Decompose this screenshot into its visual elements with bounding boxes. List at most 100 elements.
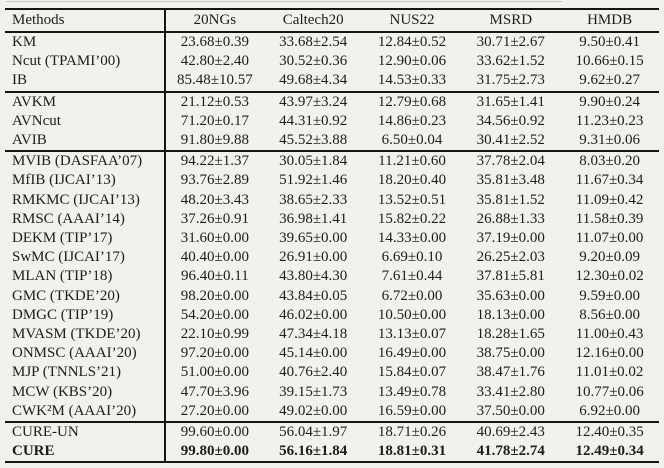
result-value: 49.02±0.00: [279, 402, 348, 419]
table-row: AVKM 21.12±0.53 43.97±3.24 12.79±0.68 31.65±…: [5, 90, 659, 112]
result-value: 12.90±0.06: [377, 53, 447, 70]
result-value: 40.69±2.43: [461, 421, 561, 443]
result-value: 45.52±3.88: [279, 132, 348, 149]
result-value: 30.52±0.36: [279, 53, 348, 70]
result-value: 47.34±4.18: [279, 326, 348, 343]
result-value: 98.20±0.00: [180, 287, 250, 304]
result-value: 22.10±0.99: [180, 326, 250, 343]
table-row: MCW (KBS’20) 47.70±3.96 39.15±1.73 13.49±0.…: [5, 382, 659, 402]
result-value: 30.05±1.84: [263, 150, 363, 172]
result-value: 99.80±0.00: [180, 443, 250, 460]
table-row: AVIB 91.80±9.88 45.52±3.88 6.50±0.04 30.41±2…: [5, 131, 659, 152]
result-value: 99.60±0.00: [165, 421, 264, 443]
result-value: 8.56±0.00: [579, 306, 640, 323]
result-value: 93.76±2.89: [180, 172, 250, 189]
method-name: AVIB: [5, 131, 166, 152]
method-name: MVIB (DASFAA’07): [5, 150, 166, 172]
result-value: 94.22±1.37: [165, 150, 264, 172]
result-value: 10.50±0.00: [377, 306, 447, 323]
result-value: 39.65±0.00: [279, 230, 348, 247]
method-name: KM: [5, 32, 166, 53]
result-value: 38.47±1.76: [476, 364, 545, 381]
method-name: SwMC (IJCAI’17): [5, 248, 166, 268]
table-row: AVNcut 71.20±0.17 44.31±0.92 14.86±0.23 34.5…: [5, 111, 659, 132]
result-value: 9.31±0.06: [579, 132, 640, 149]
result-value: 9.20±0.09: [579, 249, 640, 266]
result-value: 13.49±0.78: [377, 383, 447, 400]
result-value: 11.67±0.34: [575, 172, 644, 189]
result-value: 12.16±0.00: [575, 345, 644, 362]
table-row: DMGC (TIP’19) 54.20±0.00 46.02±0.00 10.50±0…: [5, 305, 659, 326]
header-row: Methods 20NGs Caltech20 NUS22 MSRD HMDB: [5, 9, 659, 33]
result-value: 14.53±0.33: [377, 72, 447, 89]
result-value: 91.80±9.88: [180, 132, 250, 149]
method-name: AVKM: [5, 90, 166, 112]
result-value: 16.49±0.00: [377, 345, 447, 362]
result-value: 47.70±3.96: [180, 383, 250, 400]
result-value: 46.02±0.00: [279, 306, 348, 323]
result-value: 18.71±0.26: [362, 421, 462, 443]
result-value: 54.20±0.00: [180, 306, 250, 323]
method-name: GMC (TKDE’20): [5, 286, 166, 306]
result-value: 38.75±0.00: [476, 345, 545, 362]
table-row: MVIB (DASFAA’07) 94.22±1.37 30.05±1.84 11.2…: [5, 150, 659, 172]
result-value: 38.65±2.33: [279, 191, 348, 208]
result-value: 9.59±0.00: [579, 287, 640, 304]
method-name: IB: [5, 71, 166, 92]
table-row: RMKMC (IJCAI’13) 48.20±3.43 38.65±2.33 13.5…: [5, 190, 659, 210]
result-value: 12.49±0.34: [575, 443, 644, 460]
col-header-caltech20: Caltech20: [263, 9, 363, 33]
result-value: 96.40±0.11: [181, 268, 249, 285]
table-row: IB 85.48±10.57 49.68±4.34 14.53±0.33 31.75±2…: [5, 71, 659, 92]
method-name: DMGC (TIP’19): [5, 305, 166, 326]
table-row: GMC (TKDE’20) 98.20±0.00 43.84±0.05 6.72±0.…: [5, 286, 659, 306]
result-value: 27.20±0.00: [180, 402, 250, 419]
result-value: 26.25±2.03: [476, 249, 545, 266]
result-value: 12.84±0.52: [377, 34, 447, 50]
result-value: 12.30±0.02: [575, 268, 644, 285]
method-name: CWK²M (AAAI’20): [5, 401, 166, 423]
method-name: CURE-UN: [5, 421, 166, 443]
result-value: 71.20±0.17: [180, 112, 250, 129]
table-row: CURE 99.80±0.00 56.16±1.84 18.81±0.31 41.78±…: [5, 442, 659, 463]
result-value: 15.82±0.22: [377, 210, 447, 227]
result-value: 35.81±1.52: [476, 191, 545, 208]
result-value: 11.01±0.02: [575, 364, 644, 381]
result-value: 42.80±2.40: [180, 53, 250, 70]
result-value: 41.78±2.74: [476, 443, 545, 460]
result-value: 48.20±3.43: [180, 191, 250, 208]
result-value: 7.61±0.44: [381, 268, 443, 285]
result-value: 37.81±5.81: [476, 268, 545, 285]
result-value: 37.78±2.04: [461, 150, 561, 172]
result-value: 40.76±2.40: [279, 364, 348, 381]
table-row: MVASM (TKDE’20) 22.10±0.99 47.34±4.18 13.13…: [5, 325, 659, 345]
result-value: 11.09±0.42: [575, 191, 644, 208]
method-name: MCW (KBS’20): [5, 382, 166, 402]
table-row: CURE-UN 99.60±0.00 56.04±1.97 18.71±0.26 40.…: [5, 421, 659, 443]
result-value: 10.77±0.06: [575, 383, 644, 400]
result-value: 10.66±0.15: [575, 53, 644, 70]
method-name: Ncut (TPAMI’00): [5, 52, 166, 72]
result-value: 21.12±0.53: [165, 90, 264, 112]
method-name: RMKMC (IJCAI’13): [5, 190, 166, 210]
results-table: Methods 20NGs Caltech20 NUS22 MSRD HMDB …: [5, 8, 659, 464]
result-value: 39.15±1.73: [279, 383, 348, 400]
result-value: 97.20±0.00: [180, 345, 250, 362]
result-value: 51.00±0.00: [180, 364, 250, 381]
result-value: 15.84±0.07: [377, 364, 447, 381]
result-value: 12.40±0.35: [560, 421, 659, 443]
result-value: 31.75±2.73: [476, 72, 545, 89]
result-value: 12.79±0.68: [362, 90, 462, 112]
result-value: 49.68±4.34: [279, 72, 348, 89]
method-name: RMSC (AAAI’14): [5, 209, 166, 230]
result-value: 14.33±0.00: [377, 230, 447, 247]
result-value: 9.62±0.27: [579, 72, 640, 89]
result-value: 45.14±0.00: [279, 345, 348, 362]
result-value: 6.92±0.00: [579, 402, 640, 419]
col-header-methods: Methods: [5, 9, 166, 33]
result-value: 11.23±0.23: [575, 112, 644, 129]
result-value: 40.40±0.00: [180, 249, 250, 266]
result-value: 36.98±1.41: [279, 210, 348, 227]
result-value: 31.60±0.00: [180, 230, 250, 247]
result-value: 30.71±2.67: [476, 34, 545, 50]
